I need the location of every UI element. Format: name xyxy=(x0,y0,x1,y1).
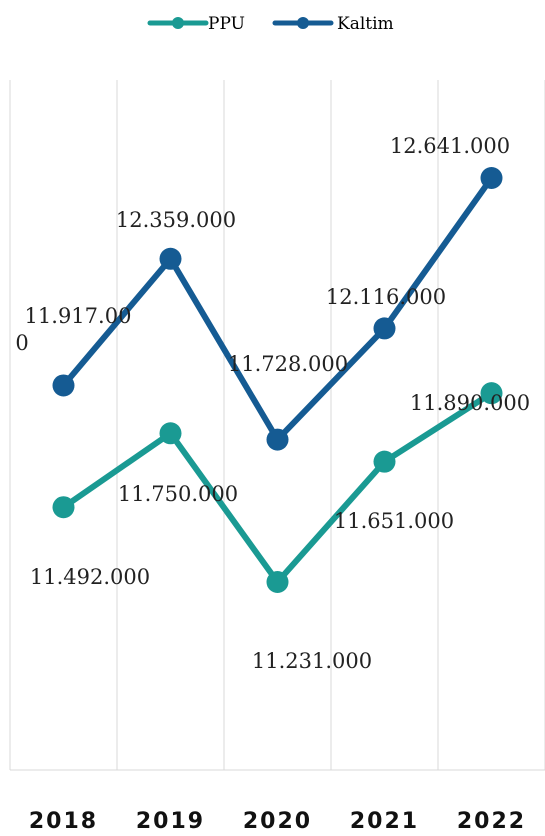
legend-swatch-marker xyxy=(297,17,309,29)
data-point-2021 xyxy=(373,317,396,340)
data-point-2020 xyxy=(266,428,289,451)
data-point-2022 xyxy=(480,382,503,405)
data-label-ppu-2018: 11.492.000 xyxy=(30,565,150,589)
data-label-ppu-2019: 11.750.000 xyxy=(118,482,238,506)
series-group xyxy=(52,167,503,593)
data-point-2022 xyxy=(480,167,503,189)
x-tick-2019: 2019 xyxy=(136,809,205,834)
legend-label: Kaltim xyxy=(337,14,394,34)
x-axis-ticks: 2018 2019 2020 2021 2022 xyxy=(29,809,526,834)
series-ppu xyxy=(52,382,503,593)
legend-item-ppu: PPU xyxy=(147,14,245,34)
x-tick-2018: 2018 xyxy=(29,809,98,834)
data-label-kaltim-2021: 12.116.000 xyxy=(326,285,446,309)
data-label-kaltim-2018: 11.917.00 0 xyxy=(15,304,131,355)
data-point-2020 xyxy=(266,571,289,593)
data-label-ppu-2021: 11.651.000 xyxy=(334,509,454,533)
x-tick-2022: 2022 xyxy=(457,809,526,834)
data-point-2019 xyxy=(159,422,182,445)
data-point-2019 xyxy=(159,247,182,270)
data-label-ppu-2022: 11.890.000 xyxy=(410,391,530,415)
legend: PPU Kaltim xyxy=(147,14,394,34)
data-label-kaltim-2020: 11.728.000 xyxy=(228,352,348,376)
x-tick-2020: 2020 xyxy=(243,809,312,834)
data-label-ppu-2020: 11.231.000 xyxy=(252,649,372,673)
data-point-2018 xyxy=(52,374,75,397)
x-tick-2021: 2021 xyxy=(350,809,419,834)
legend-swatch-marker xyxy=(172,17,184,29)
data-point-2018 xyxy=(52,496,75,519)
data-point-2021 xyxy=(373,450,396,473)
legend-label: PPU xyxy=(208,14,245,34)
series-kaltim xyxy=(52,167,503,451)
data-label-kaltim-2019: 12.359.000 xyxy=(116,208,236,232)
data-label-kaltim-2022: 12.641.000 xyxy=(390,134,510,158)
data-labels: 11.492.000 11.750.000 11.231.000 11.651.000… xyxy=(15,134,530,673)
legend-item-kaltim: Kaltim xyxy=(272,14,394,34)
